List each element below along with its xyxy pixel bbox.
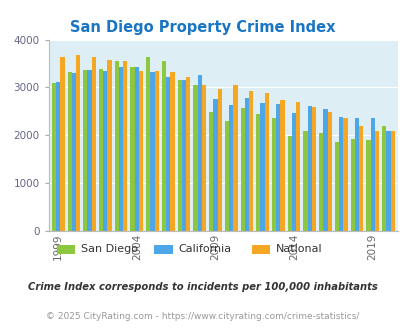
Bar <box>52 83 56 231</box>
Bar <box>280 100 284 231</box>
Bar <box>307 106 311 231</box>
Bar <box>323 109 327 231</box>
Bar <box>181 80 185 231</box>
Bar <box>134 67 139 231</box>
Bar <box>390 131 394 231</box>
Bar <box>354 117 358 231</box>
Bar <box>275 104 280 231</box>
Bar <box>99 69 103 231</box>
Bar <box>296 102 300 231</box>
Bar <box>150 72 154 231</box>
Bar <box>56 82 60 231</box>
Bar <box>170 72 174 231</box>
Bar <box>154 71 158 231</box>
Bar <box>107 60 111 231</box>
Bar <box>244 98 248 231</box>
Text: Crime Index corresponds to incidents per 100,000 inhabitants: Crime Index corresponds to incidents per… <box>28 282 377 292</box>
Bar <box>287 136 291 231</box>
Bar <box>350 139 354 231</box>
Bar <box>381 126 386 231</box>
Bar <box>240 108 244 231</box>
Bar <box>130 67 134 231</box>
Bar <box>193 85 197 231</box>
Bar <box>334 142 338 231</box>
Bar <box>318 133 323 231</box>
Bar <box>271 117 275 231</box>
Bar <box>139 71 143 231</box>
Bar <box>233 84 237 231</box>
Bar <box>264 93 269 231</box>
Bar <box>185 77 190 231</box>
Text: California: California <box>178 244 231 254</box>
Bar <box>370 118 374 231</box>
Bar <box>260 103 264 231</box>
Bar <box>76 55 80 231</box>
Bar <box>201 85 206 231</box>
Bar <box>213 99 217 231</box>
Bar <box>248 91 253 231</box>
Bar <box>338 116 343 231</box>
Bar <box>119 67 123 231</box>
Bar <box>146 57 150 231</box>
Bar <box>60 57 64 231</box>
Bar <box>87 70 92 231</box>
Bar <box>197 75 201 231</box>
Bar <box>92 57 96 231</box>
Text: San Diego Property Crime Index: San Diego Property Crime Index <box>70 20 335 35</box>
Bar <box>217 89 221 231</box>
Bar <box>103 71 107 231</box>
Bar <box>72 73 76 231</box>
Bar <box>83 70 87 231</box>
Text: National: National <box>275 244 322 254</box>
Bar <box>209 112 213 231</box>
Bar <box>162 61 166 231</box>
Text: © 2025 CityRating.com - https://www.cityrating.com/crime-statistics/: © 2025 CityRating.com - https://www.city… <box>46 312 359 321</box>
Bar <box>115 61 119 231</box>
Bar <box>123 61 127 231</box>
Bar <box>291 113 296 231</box>
Bar <box>374 130 378 231</box>
Bar <box>311 107 315 231</box>
Bar <box>386 130 390 231</box>
Bar <box>365 140 370 231</box>
Bar <box>343 117 347 231</box>
Bar <box>358 126 362 231</box>
Bar <box>256 114 260 231</box>
Bar <box>303 131 307 231</box>
Bar <box>67 72 72 231</box>
Bar <box>177 80 181 231</box>
Text: San Diego: San Diego <box>81 244 138 254</box>
Bar <box>224 121 228 231</box>
Bar <box>327 112 331 231</box>
Bar <box>166 77 170 231</box>
Bar <box>228 105 233 231</box>
